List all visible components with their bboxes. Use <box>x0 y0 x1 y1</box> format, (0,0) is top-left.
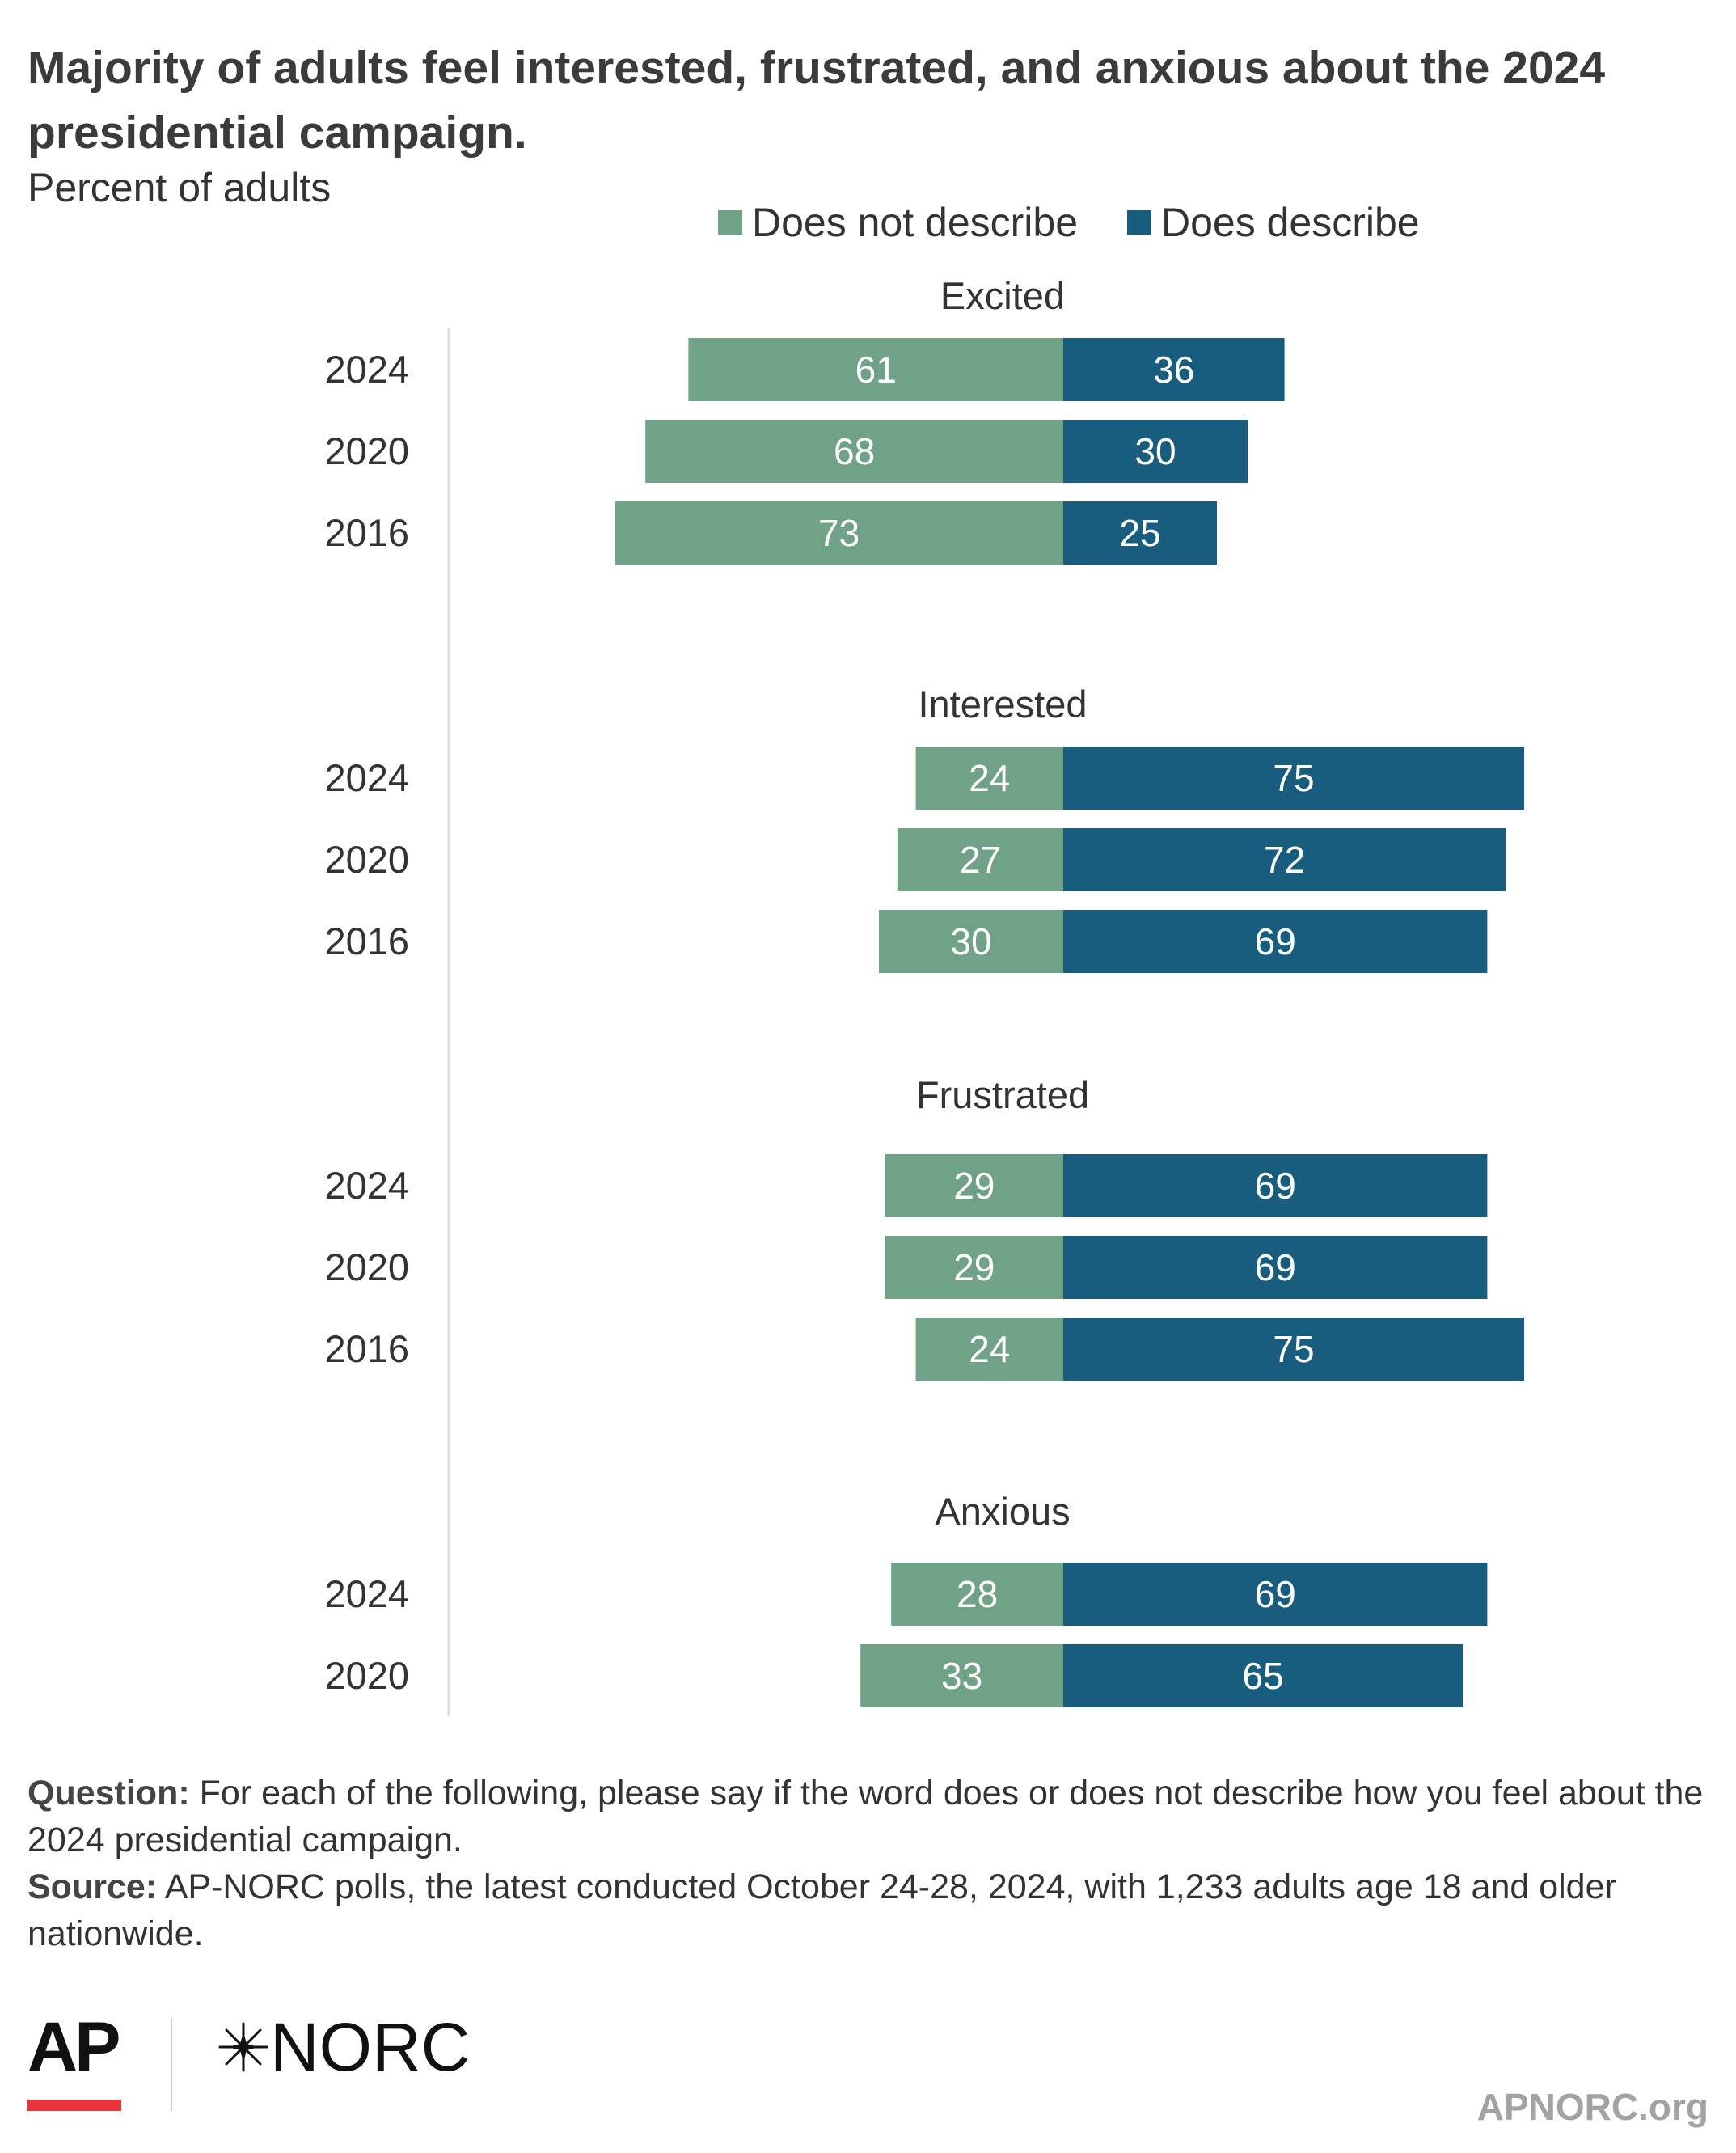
source-note: Source: AP-NORC polls, the latest conduc… <box>27 1863 1709 1957</box>
site-url: APNORC.org <box>1476 2086 1709 2128</box>
norc-logo: NORC <box>217 2012 470 2082</box>
bar-does-not-describe <box>897 828 1063 891</box>
year-label: 2024 <box>324 1164 409 1207</box>
year-label: 2016 <box>324 920 409 962</box>
bar-does-not-describe <box>885 1154 1063 1217</box>
bar-does-not-describe <box>860 1644 1063 1707</box>
value-label-does-describe: 69 <box>1255 1246 1296 1288</box>
bar-does-not-describe <box>688 338 1063 401</box>
legend-item-does-describe: Does describe <box>1127 198 1420 247</box>
year-label: 2016 <box>324 1327 409 1370</box>
value-label-does-not-describe: 68 <box>834 430 875 472</box>
bar-does-describe <box>1063 1318 1524 1381</box>
ap-logo-underline <box>27 2100 121 2111</box>
group-label: Excited <box>940 274 1065 317</box>
value-label-does-describe: 36 <box>1153 349 1194 391</box>
chart-title: Majority of adults feel interested, frus… <box>27 42 1606 159</box>
year-label: 2024 <box>324 756 409 799</box>
value-label-does-describe: 69 <box>1255 920 1296 962</box>
bar-does-not-describe <box>615 501 1063 565</box>
question-label: Question: <box>27 1774 190 1812</box>
bar-does-describe <box>1063 910 1488 973</box>
value-label-does-describe: 69 <box>1255 1165 1296 1207</box>
value-label-does-describe: 25 <box>1119 512 1160 554</box>
value-label-does-describe: 75 <box>1273 1328 1314 1370</box>
year-label: 2024 <box>324 1572 409 1615</box>
bar-does-describe <box>1063 420 1248 483</box>
legend-swatch-does-describe <box>1127 210 1151 235</box>
source-label: Source: <box>27 1867 158 1906</box>
value-label-does-not-describe: 61 <box>855 349 897 391</box>
legend-swatch-does-not-describe <box>718 210 742 235</box>
bar-does-not-describe <box>885 1236 1063 1299</box>
bar-does-describe <box>1063 338 1285 401</box>
group-label: Anxious <box>935 1490 1070 1533</box>
value-label-does-not-describe: 27 <box>960 839 1001 881</box>
value-label-does-not-describe: 24 <box>969 1328 1010 1370</box>
value-label-does-describe: 72 <box>1264 839 1305 881</box>
value-label-does-not-describe: 30 <box>950 920 991 962</box>
bar-does-describe <box>1063 1154 1488 1217</box>
bar-does-describe <box>1063 501 1217 565</box>
legend-item-does-not-describe: Does not describe <box>718 198 1078 247</box>
value-label-does-not-describe: 28 <box>957 1573 998 1615</box>
value-label-does-describe: 75 <box>1273 757 1314 799</box>
year-label: 2024 <box>324 348 409 391</box>
footnotes: Question: For each of the following, ple… <box>27 1770 1709 1957</box>
year-label: 2020 <box>324 429 409 472</box>
legend-label-does-not-describe: Does not describe <box>752 200 1079 245</box>
legend: Does not describe Does describe <box>0 198 1736 247</box>
value-label-does-describe: 69 <box>1255 1573 1296 1615</box>
chart-plot: Excited 2024 61 36 2020 68 30 2016 73 25 Intereste… <box>324 274 1524 1716</box>
value-label-does-not-describe: 29 <box>953 1246 995 1288</box>
chart-subtitle: Percent of adults <box>27 165 332 210</box>
question-text: For each of the following, please say if… <box>27 1774 1704 1859</box>
bar-does-not-describe <box>915 747 1063 810</box>
year-label: 2020 <box>324 1654 409 1697</box>
bar-does-describe <box>1063 1644 1463 1707</box>
bar-does-not-describe <box>891 1563 1063 1626</box>
bar-does-describe <box>1063 1236 1488 1299</box>
bar-does-not-describe <box>645 420 1063 483</box>
bar-does-not-describe <box>915 1318 1063 1381</box>
value-label-does-not-describe: 24 <box>969 757 1010 799</box>
source-text: AP-NORC polls, the latest conducted Octo… <box>27 1867 1616 1953</box>
group-label: Frustrated <box>916 1073 1089 1116</box>
bar-does-describe <box>1063 828 1506 891</box>
year-label: 2020 <box>324 838 409 881</box>
year-label: 2016 <box>324 511 409 554</box>
value-label-does-describe: 30 <box>1134 430 1176 472</box>
bar-does-describe <box>1063 747 1524 810</box>
value-label-does-not-describe: 29 <box>953 1165 995 1207</box>
year-label: 2020 <box>324 1246 409 1288</box>
ap-logo: AP <box>27 2008 120 2086</box>
group-label: Interested <box>918 683 1087 725</box>
value-label-does-not-describe: 33 <box>941 1655 982 1697</box>
star-icon <box>218 2022 268 2072</box>
legend-label-does-describe: Does describe <box>1161 200 1420 245</box>
question-note: Question: For each of the following, ple… <box>27 1770 1709 1863</box>
bar-does-describe <box>1063 1563 1488 1626</box>
value-label-does-describe: 65 <box>1242 1655 1283 1697</box>
norc-logo-text: NORC <box>270 2009 471 2085</box>
bar-does-not-describe <box>879 910 1063 973</box>
logo-divider <box>171 2018 172 2111</box>
value-label-does-not-describe: 73 <box>818 512 860 554</box>
